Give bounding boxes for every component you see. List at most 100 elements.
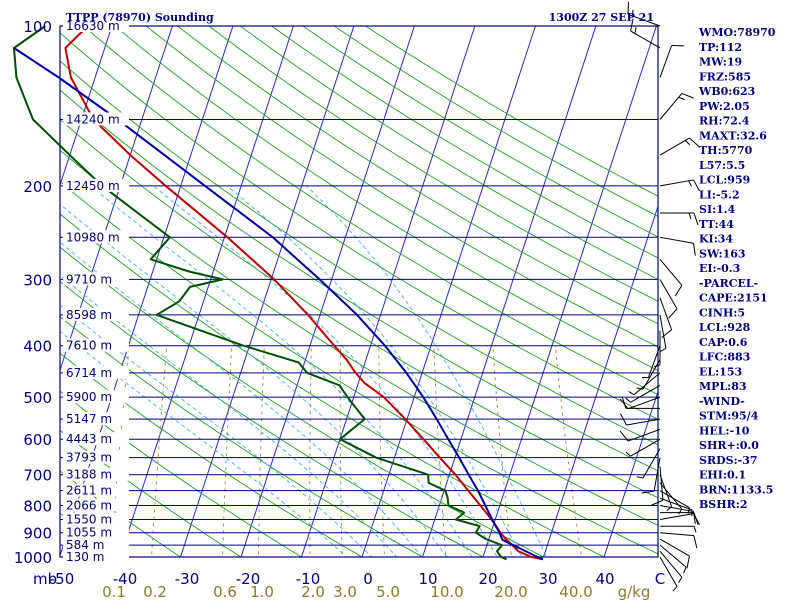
height-label: 584 m <box>66 538 104 552</box>
wind-barb-shaft <box>633 372 661 396</box>
index-line: BSHR:2 <box>699 498 748 511</box>
wind-barb-shaft <box>659 466 664 501</box>
wind-barb-flag <box>634 27 637 34</box>
mixing-ratio-line <box>222 345 233 557</box>
moist-adiabat <box>60 330 348 557</box>
index-line: CAPE:2151 <box>699 292 768 305</box>
isotherm-line <box>60 26 173 372</box>
wind-barb-flag <box>672 586 678 592</box>
index-line: -PARCEL- <box>699 277 758 290</box>
moist-adiabat <box>226 185 523 557</box>
wind-barb <box>630 18 661 49</box>
index-line: MAXT:32.6 <box>699 129 767 142</box>
wind-barb <box>659 544 687 574</box>
pressure-tick-label: 400 <box>23 338 52 356</box>
index-line: TH:5770 <box>699 144 753 157</box>
height-label: 9710 m <box>66 272 112 286</box>
wind-barb-shaft <box>659 45 673 78</box>
height-label-bg <box>63 272 129 286</box>
wind-barb-shaft <box>659 93 683 120</box>
wind-barb-flag <box>692 511 696 525</box>
wind-barb-flag <box>668 308 678 319</box>
dry-adiabat <box>60 352 363 557</box>
wind-barb-shaft <box>642 448 661 479</box>
height-label: 1550 m <box>66 513 112 527</box>
pressure-tick-label: 700 <box>23 467 52 485</box>
height-label-bg <box>63 525 129 539</box>
height-label-bg <box>63 412 129 426</box>
wind-barb-flag <box>693 535 698 549</box>
wind-barb-shaft <box>642 359 661 390</box>
height-label-bg <box>63 467 129 481</box>
mixing-ratio-line <box>492 345 513 557</box>
wind-barb-shaft <box>659 532 694 537</box>
mixing-ratio-tick-label: 3.0 <box>333 583 357 600</box>
mixing-ratio-line <box>339 345 343 557</box>
isotherm-line <box>301 26 476 557</box>
height-label-bg <box>63 19 129 32</box>
index-line: BRN:1133.5 <box>699 483 773 496</box>
dry-adiabat <box>239 26 658 280</box>
wind-barb <box>653 330 661 368</box>
index-line: TT:44 <box>699 218 734 231</box>
wind-barb-shaft <box>627 13 661 27</box>
wind-barb-shaft <box>659 179 694 187</box>
wind-barb <box>659 258 683 297</box>
wind-barb-shaft <box>659 497 693 511</box>
index-line: MW:19 <box>699 56 742 69</box>
parcel-trace <box>13 47 544 561</box>
temperature-tick-label: -20 <box>236 570 261 588</box>
wind-barb-shaft <box>659 279 678 310</box>
wind-barb-flag <box>641 490 655 494</box>
wind-barb-flag <box>678 576 683 583</box>
pressure-tick-label: 800 <box>23 498 52 516</box>
wind-barb-shaft <box>659 538 690 557</box>
mixing-ratio-line <box>433 345 447 557</box>
height-label: 10980 m <box>66 230 120 244</box>
wind-barb <box>636 448 661 479</box>
wind-barb <box>641 457 661 494</box>
wind-barb-shaft <box>659 544 687 568</box>
height-label-bg <box>63 390 129 404</box>
wind-barb-flag <box>693 179 700 192</box>
temperature-tick-label: -10 <box>296 570 321 588</box>
index-line: EL:153 <box>699 365 742 378</box>
height-label: 3793 m <box>66 451 112 465</box>
wind-barb <box>659 279 678 319</box>
temperature-trace <box>64 25 543 561</box>
wind-barb-flag <box>625 451 631 457</box>
dry-adiabat <box>271 26 658 259</box>
index-line: CINH:5 <box>699 306 745 319</box>
moist-adiabat <box>152 185 498 557</box>
wind-barb-flag <box>636 476 644 479</box>
height-label: 2066 m <box>66 499 112 513</box>
wind-barb <box>659 532 698 549</box>
wind-barb-flag <box>693 212 699 226</box>
moist-adiabat <box>60 203 448 557</box>
height-label-bg <box>63 112 129 126</box>
wind-barb <box>660 212 699 226</box>
pressure-tick-label: 200 <box>23 178 52 196</box>
wind-barb-shaft <box>659 236 694 244</box>
isotherm-line <box>603 390 658 557</box>
dry-adiabat <box>60 246 545 557</box>
height-label: 2611 m <box>66 484 112 498</box>
wind-barb <box>659 297 673 339</box>
wind-barb-flag <box>666 506 672 512</box>
wind-barb <box>619 428 661 442</box>
wind-barb-shaft <box>630 384 661 403</box>
dry-adiabat <box>60 180 658 555</box>
height-label-bg <box>63 483 129 497</box>
mixing-ratio-tick-label: 2.0 <box>301 583 325 600</box>
wind-barb-flag <box>688 212 692 220</box>
mixing-ratio-tick-label: 40.0 <box>559 583 592 600</box>
height-label: 4443 m <box>66 432 112 446</box>
index-line: RH:72.4 <box>699 115 750 128</box>
moist-adiabat <box>90 185 473 557</box>
index-line: LI:-5.2 <box>699 188 740 201</box>
wind-barb-shaft <box>659 474 673 507</box>
temperature-tick-label: 20 <box>478 570 497 588</box>
wind-barb <box>625 438 661 457</box>
mixing-ratio-line <box>378 345 385 557</box>
